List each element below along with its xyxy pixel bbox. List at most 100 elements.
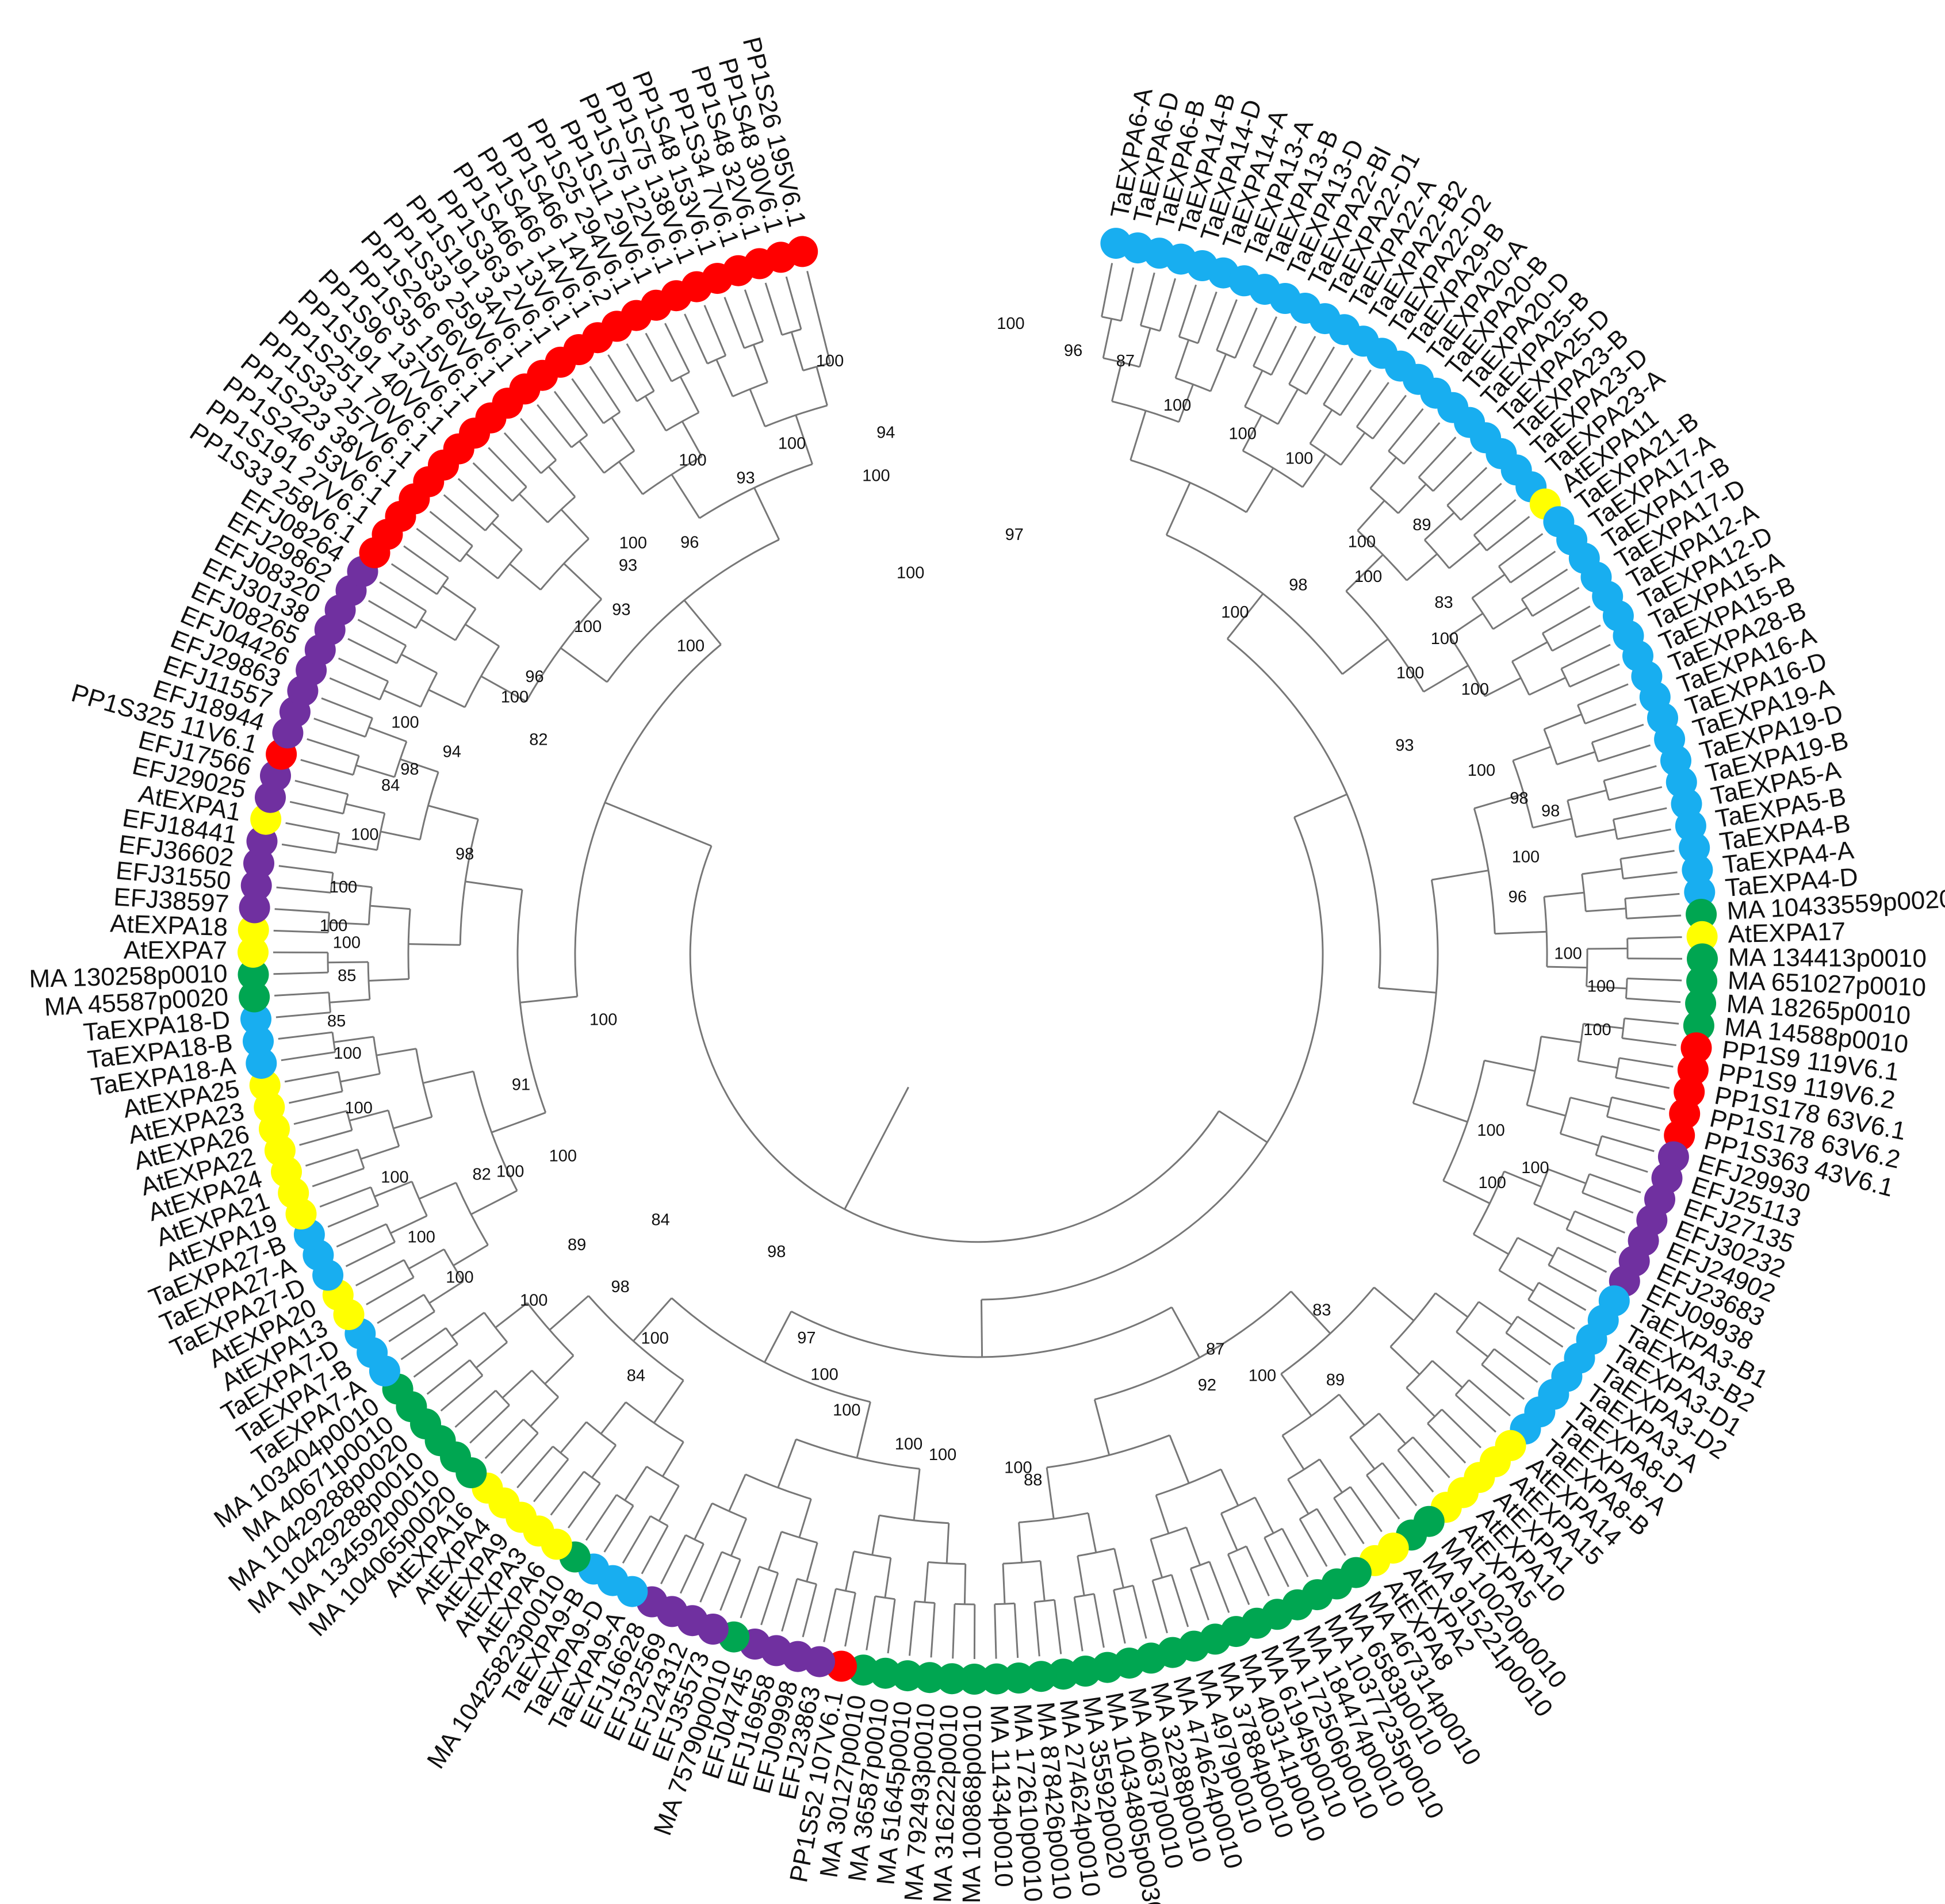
branch-arc <box>1603 780 1610 800</box>
branch-line <box>730 1518 748 1557</box>
branch-line <box>388 1311 435 1343</box>
bootstrap-value: 93 <box>612 600 630 619</box>
branch-arc <box>571 434 588 449</box>
branch-line <box>1093 1593 1105 1648</box>
branch-line <box>509 563 541 591</box>
branch-line <box>1366 1474 1400 1520</box>
branch-line <box>1510 550 1556 584</box>
branch-line <box>1150 1538 1163 1578</box>
branch-line <box>607 354 638 402</box>
bootstrap-value: 100 <box>391 713 419 731</box>
branch-line <box>1441 1408 1481 1449</box>
branch-line <box>591 1445 617 1478</box>
leaf-marker <box>238 936 269 968</box>
branch-line <box>624 1466 648 1501</box>
branch-line <box>728 1474 746 1512</box>
branch-line <box>694 1503 713 1540</box>
branch-line <box>1406 1387 1435 1418</box>
leaf-marker <box>981 1663 1012 1695</box>
bootstrap-value: 100 <box>1229 424 1257 443</box>
branch-line <box>453 1244 489 1266</box>
branch-line <box>1319 1458 1343 1493</box>
branch-line <box>454 1389 497 1428</box>
branch-line <box>560 1421 587 1454</box>
branch-line <box>1606 1116 1660 1132</box>
branch-line <box>328 961 369 964</box>
bootstrap-value: 100 <box>1587 977 1615 995</box>
bootstrap-value: 100 <box>778 435 806 453</box>
branch-line <box>413 1343 458 1378</box>
branch-arc <box>1287 1458 1320 1480</box>
branch-line <box>1546 966 1587 969</box>
branch-line <box>1406 553 1438 581</box>
bootstrap-value: 100 <box>1479 1174 1506 1192</box>
branch-line <box>484 1419 524 1459</box>
bootstrap-value: 100 <box>1163 396 1191 415</box>
branch-line <box>653 1380 684 1424</box>
branch-line <box>355 1259 405 1286</box>
branch-line <box>377 1294 424 1324</box>
branch-arc <box>1418 476 1434 492</box>
branch-line <box>273 971 328 975</box>
branch-line <box>1139 272 1155 326</box>
branch-line <box>1209 354 1227 392</box>
branch-line <box>1442 1179 1491 1204</box>
branch-line <box>1287 1478 1310 1515</box>
branch-line <box>1577 683 1629 706</box>
branch-line <box>1619 1057 1674 1068</box>
branch-line <box>622 1515 652 1564</box>
branch-line <box>379 581 427 612</box>
branch-line <box>1424 512 1455 541</box>
branch-line <box>1333 1497 1365 1545</box>
branch-line <box>1431 869 1489 881</box>
branch-line <box>1578 1060 1618 1069</box>
branch-line <box>764 1311 792 1363</box>
branch-line <box>293 1110 347 1125</box>
branch-line <box>1398 483 1427 514</box>
branch-line <box>781 1579 798 1632</box>
branch-line <box>1216 299 1238 351</box>
branch-line <box>1473 792 1525 810</box>
branch-line <box>1039 1561 1046 1602</box>
branch-line <box>913 1469 921 1520</box>
branch-line <box>1046 1467 1055 1519</box>
bootstrap-value: 85 <box>338 967 356 985</box>
branch-line <box>1541 1036 1582 1044</box>
branch-arc <box>1388 450 1404 465</box>
branch-line <box>1586 907 1626 913</box>
branch-line <box>349 1109 389 1122</box>
branch-line <box>1369 457 1397 489</box>
leaf-label: MA 134413p0010 <box>1728 943 1927 972</box>
branch-line <box>681 421 703 457</box>
branch-line <box>1197 291 1217 344</box>
branch-line <box>1626 914 1682 920</box>
leaf-label: MA 11434p0010 <box>985 1704 1018 1887</box>
branch-arc <box>367 961 371 1000</box>
branch-line <box>472 462 513 502</box>
branch-line <box>600 1401 627 1435</box>
bootstrap-values: 100 96 94 100 87 100 97 100 100 100 89 100 98 100 83 10… <box>320 315 1615 1489</box>
branch-line <box>440 1374 484 1412</box>
branch-line <box>1018 1522 1023 1563</box>
branch-line <box>300 758 354 776</box>
branch-line <box>1301 453 1327 488</box>
branch-line <box>856 1401 871 1458</box>
bootstrap-value: 100 <box>1477 1121 1504 1140</box>
branch-line <box>1586 985 1627 990</box>
branch-arc <box>1034 1599 1055 1603</box>
branch-arc <box>1349 1412 1380 1438</box>
branch-line <box>457 478 499 516</box>
branch-line <box>1218 1110 1268 1143</box>
bootstrap-value: 100 <box>549 1147 577 1165</box>
branch-line <box>355 764 395 778</box>
branch-line <box>760 1572 779 1626</box>
branch-line <box>802 1584 818 1638</box>
branch-line <box>1511 641 1548 662</box>
branch-line <box>520 995 577 1003</box>
bootstrap-value: 96 <box>1064 342 1082 360</box>
branch-line <box>1227 1554 1250 1606</box>
bootstrap-value: 100 <box>619 534 647 553</box>
bootstrap-value: 100 <box>833 1401 860 1420</box>
leaf-label: AtEXPA7 <box>124 936 227 965</box>
